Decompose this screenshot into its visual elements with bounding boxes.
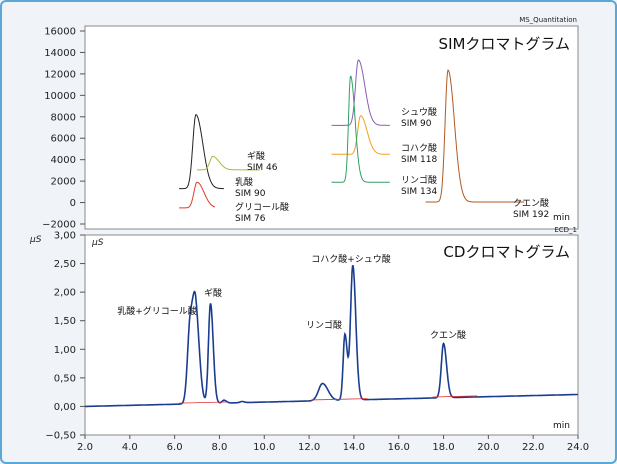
sim-chart: 16000 14000 12000 10000 8000 6000 4000 2000 0 −20… bbox=[42, 27, 549, 231]
sim-title: SIMクロマトグラム bbox=[439, 35, 570, 53]
cd-ytick-label: 1,00 bbox=[54, 345, 76, 356]
sim-ytick-label: 16000 bbox=[44, 27, 76, 38]
sim-xlabel: min bbox=[553, 213, 570, 223]
cd-xtick-label: 22.0 bbox=[522, 442, 544, 453]
sim-peak-label: シュウ酸 bbox=[401, 107, 437, 118]
cd-peak-label: リンゴ酸 bbox=[306, 319, 342, 331]
cd-xtick-label: 8.0 bbox=[212, 442, 228, 453]
sim-ytick-label: 10000 bbox=[44, 91, 76, 102]
sim-series-line bbox=[331, 59, 390, 126]
cd-xtick-label: 6.0 bbox=[167, 442, 183, 453]
sim-peak-label: SIM 192 bbox=[513, 210, 549, 220]
cd-peak-label: 乳酸+グリコール酸 bbox=[117, 305, 197, 317]
sim-peak-label: SIM 90 bbox=[401, 119, 432, 129]
cd-xtick-label: 12.0 bbox=[298, 442, 320, 453]
cd-ytick-label: 0,00 bbox=[54, 402, 76, 413]
cd-ylabel-outer: μS bbox=[29, 235, 42, 245]
sim-peak-label: SIM 134 bbox=[401, 187, 437, 197]
cd-title: CDクロマトグラム bbox=[443, 243, 570, 261]
cd-series-line bbox=[85, 264, 578, 408]
cd-baseline-segment bbox=[338, 398, 368, 400]
cd-baseline-segment bbox=[311, 398, 339, 401]
sim-peak-label: グリコール酸 bbox=[235, 201, 289, 213]
cd-ytick-label: 2,50 bbox=[54, 259, 76, 270]
sim-peak-label: ギ酸 bbox=[247, 151, 265, 162]
cd-xtick-label: 16.0 bbox=[388, 442, 410, 453]
sim-peak-label: 乳酸 bbox=[235, 176, 253, 188]
cd-ylabel-inner: μS bbox=[91, 238, 104, 248]
cd-ytick-label: 1,50 bbox=[54, 316, 76, 327]
sim-peak-label: SIM 76 bbox=[235, 214, 266, 224]
cd-xtick-label: 4.0 bbox=[122, 442, 138, 453]
sim-series-line bbox=[179, 181, 216, 209]
sim-series-line bbox=[197, 155, 260, 171]
sim-ytick-label: 14000 bbox=[44, 48, 76, 59]
cd-xtick-label: 20.0 bbox=[477, 442, 499, 453]
cd-ytick-label: 0,50 bbox=[54, 373, 76, 384]
sim-ytick-label: 12000 bbox=[44, 69, 76, 80]
sim-ytick-label: 2000 bbox=[51, 177, 76, 188]
cd-peak-label: コハク酸+シュウ酸 bbox=[311, 254, 391, 265]
cd-header: ECD_1 bbox=[554, 226, 577, 234]
cd-xtick-label: 18.0 bbox=[432, 442, 454, 453]
cd-ytick-label: 3,00 bbox=[54, 231, 76, 242]
cd-xtick-label: 24.0 bbox=[567, 442, 589, 453]
sim-ytick-label: 8000 bbox=[51, 112, 76, 123]
sim-peak-label: クエン酸 bbox=[513, 198, 549, 209]
sim-ytick-label: 0 bbox=[70, 198, 76, 209]
cd-xtick-label: 2.0 bbox=[77, 442, 93, 453]
cd-plot-area bbox=[84, 234, 579, 436]
sim-series-line bbox=[331, 75, 390, 183]
cd-xtick-label: 14.0 bbox=[343, 442, 365, 453]
sim-ytick-label: 4000 bbox=[51, 155, 76, 166]
sim-peak-label: SIM 46 bbox=[247, 163, 278, 173]
sim-series-line bbox=[179, 114, 224, 190]
sim-plot-area bbox=[84, 25, 579, 230]
sim-peak-label: リンゴ酸 bbox=[401, 174, 437, 186]
cd-peak-label: ギ酸 bbox=[204, 288, 222, 299]
cd-peak-label: クエン酸 bbox=[430, 330, 466, 341]
cd-xlabel: min bbox=[553, 421, 570, 431]
sim-peak-label: SIM 90 bbox=[235, 189, 266, 199]
cd-chart: 3,00 2,50 2,00 1,50 1,00 0,50 0,00 −0,502.0 4.0 6… bbox=[45, 231, 589, 454]
sim-ytick-label: 6000 bbox=[51, 134, 76, 145]
cd-ytick-label: 2,00 bbox=[54, 288, 76, 299]
cd-ytick-label: −0,50 bbox=[45, 431, 76, 442]
sim-series-line bbox=[425, 69, 525, 203]
sim-series-line bbox=[331, 115, 390, 155]
sim-ytick-label: −2000 bbox=[42, 220, 76, 231]
cd-baseline-segment bbox=[432, 395, 478, 398]
cd-xtick-label: 10.0 bbox=[253, 442, 275, 453]
sim-peak-label: SIM 118 bbox=[401, 155, 437, 165]
sim-header: MS_Quantitation bbox=[519, 16, 577, 24]
sim-peak-label: コハク酸 bbox=[401, 143, 437, 154]
cd-baseline-segment bbox=[179, 401, 227, 404]
